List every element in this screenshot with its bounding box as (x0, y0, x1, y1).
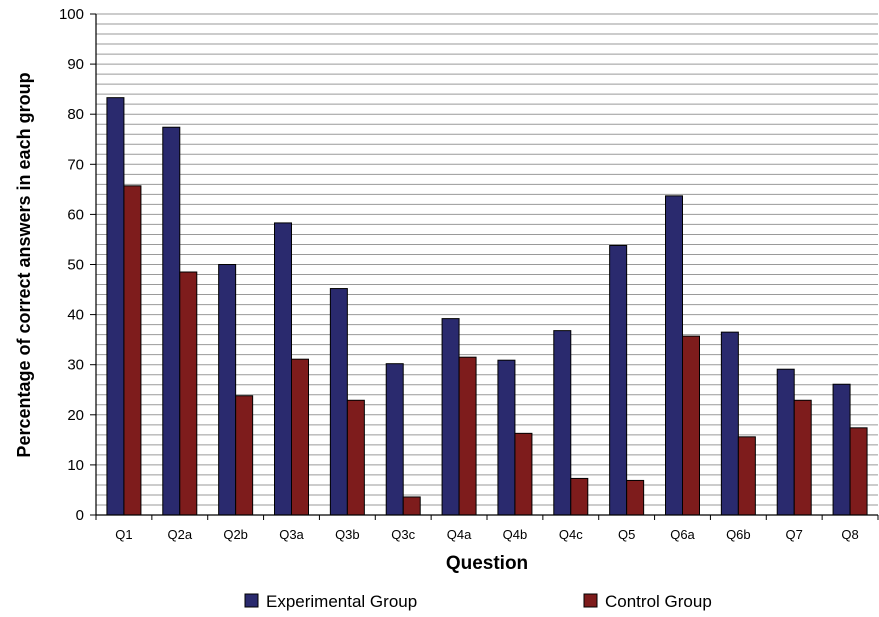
bar-control-Q4b (514, 432, 533, 516)
bar-experimental-Q3b (329, 288, 348, 516)
bar-control-Q1 (123, 185, 142, 516)
bar-control-Q5 (626, 479, 645, 516)
x-tick-label: Q3a (279, 527, 304, 542)
bar-control-Q8 (849, 427, 868, 516)
bar-experimental-Q5 (609, 244, 628, 516)
x-tick-label: Q7 (786, 527, 803, 542)
legend: Experimental Group Control Group (244, 592, 712, 611)
bar-control-Q2b (235, 395, 254, 516)
bar-control-Q3c (402, 496, 421, 516)
bar-experimental-Q6b (720, 331, 739, 516)
x-tick-label: Q5 (618, 527, 635, 542)
y-tick-label: 100 (59, 6, 84, 23)
x-axis-title: Question (446, 553, 528, 574)
x-tick-label: Q6b (726, 527, 751, 542)
bar-control-Q3a (291, 358, 309, 516)
bar-experimental-Q4a (441, 318, 460, 516)
y-tick-label: 20 (67, 407, 84, 424)
bar-experimental-Q4c (553, 330, 572, 516)
bar-experimental-Q2b (218, 264, 237, 516)
legend-swatch-control (583, 593, 598, 608)
y-tick-label: 50 (67, 257, 84, 274)
bar-control-Q7 (793, 399, 812, 516)
x-tick-label: Q2a (167, 527, 192, 542)
x-tick-label: Q4a (447, 527, 472, 542)
bar-control-Q4c (570, 477, 589, 516)
x-tick-label: Q1 (115, 527, 132, 542)
legend-label-experimental: Experimental Group (266, 592, 417, 611)
bar-experimental-Q6a (665, 195, 683, 516)
x-tick-label: Q6a (670, 527, 695, 542)
y-tick-label: 70 (67, 156, 84, 173)
bar-experimental-Q1 (106, 97, 125, 516)
labels: 0 10 20 30 40 50 60 70 80 90 100 Q1 Q2a Q2b Q3a Q3b Q3c Q… (59, 6, 859, 542)
grid (96, 13, 878, 506)
bar-experimental-Q2a (162, 126, 181, 516)
bar-control-Q6a (682, 335, 700, 516)
bar-control-Q3b (346, 399, 365, 516)
bar-experimental-Q3a (274, 222, 292, 516)
bar-experimental-Q4b (497, 359, 516, 516)
y-tick-label: 90 (67, 56, 84, 73)
x-tick-label: Q2b (223, 527, 248, 542)
bar-experimental-Q7 (776, 368, 795, 516)
y-tick-label: 0 (76, 507, 84, 524)
y-tick-label: 40 (67, 307, 84, 324)
axes (90, 13, 879, 520)
bars (106, 97, 868, 516)
x-tick-label: Q4b (503, 527, 528, 542)
x-tick-label: Q3b (335, 527, 360, 542)
y-tick-label: 80 (67, 106, 84, 123)
legend-swatch-experimental (244, 593, 259, 608)
legend-label-control: Control Group (605, 592, 712, 611)
y-tick-label: 60 (67, 206, 84, 223)
y-tick-label: 10 (67, 457, 84, 474)
bar-control-Q4a (458, 356, 477, 516)
bar-control-Q6b (737, 436, 756, 516)
x-tick-label: Q4c (559, 527, 583, 542)
x-tick-label: Q3c (391, 527, 415, 542)
y-tick-label: 30 (67, 357, 84, 374)
y-axis-title: Percentage of correct answers in each gr… (14, 72, 34, 457)
bar-experimental-Q3c (385, 363, 404, 516)
bar-experimental-Q8 (832, 383, 851, 516)
bar-control-Q2a (179, 271, 198, 516)
x-tick-label: Q8 (841, 527, 858, 542)
